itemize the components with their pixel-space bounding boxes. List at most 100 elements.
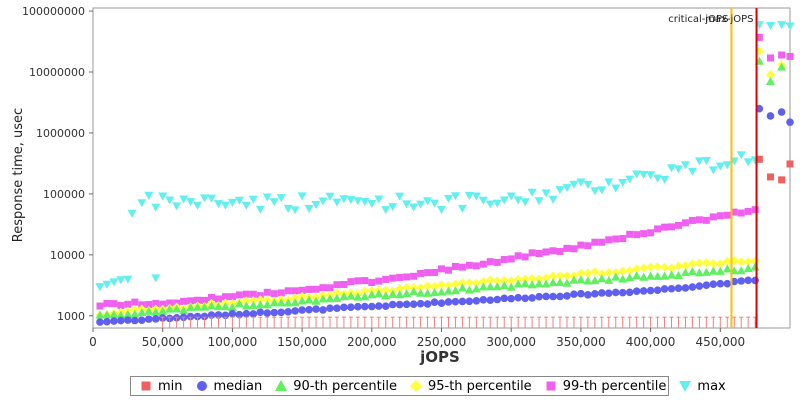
90-th-percentile-point <box>276 298 286 307</box>
median-point <box>144 315 153 323</box>
median-point <box>416 299 425 308</box>
max-point <box>646 171 656 180</box>
max-point <box>269 198 279 207</box>
99-th-percentile-point <box>737 209 745 217</box>
x-tick-label: 400,000 <box>626 335 676 349</box>
95-th-percentile-point <box>646 262 656 272</box>
95-th-percentile-point <box>632 264 642 274</box>
95-th-percentile-point <box>485 275 495 285</box>
max-point <box>109 278 119 287</box>
95-th-percentile-point <box>736 257 746 267</box>
99-th-percentile-point <box>180 297 188 305</box>
90-th-percentile-point <box>123 309 133 318</box>
90-th-percentile-point <box>227 302 237 311</box>
max-point <box>304 205 314 214</box>
99-th-percentile-point <box>458 263 466 271</box>
max-point <box>95 283 105 292</box>
median-point <box>117 316 125 325</box>
99-th-percentile-point <box>744 207 752 215</box>
90-th-percentile-point <box>457 283 467 292</box>
90-th-percentile-point <box>430 288 440 297</box>
median-point <box>535 292 543 301</box>
95-th-percentile-point <box>332 288 342 298</box>
99-th-percentile-point <box>368 279 376 287</box>
90-th-percentile-point <box>499 281 509 290</box>
max-point <box>701 156 711 165</box>
median-point <box>542 292 550 301</box>
90-th-percentile-point <box>262 300 272 309</box>
90-th-percentile-point <box>283 298 293 307</box>
median-point <box>521 294 529 303</box>
95-th-percentile-point <box>534 274 544 284</box>
95-th-percentile-point <box>660 262 670 272</box>
99-th-percentile-point <box>493 258 501 266</box>
95-th-percentile-point <box>471 278 481 288</box>
99-th-percentile-point <box>444 266 452 274</box>
max-point <box>241 201 251 210</box>
max-point <box>639 170 649 179</box>
median-point <box>709 280 718 288</box>
legend-label: 90-th percentile <box>293 378 397 394</box>
x-axis-label: jOPS <box>419 348 460 366</box>
90-th-percentile-point <box>673 270 683 279</box>
95-th-percentile-point <box>597 269 607 279</box>
95-th-percentile-point <box>562 271 572 281</box>
y-tick-label: 100000000 <box>22 5 85 18</box>
legend-label: 95-th percentile <box>427 378 532 394</box>
90-th-percentile-point <box>395 290 405 299</box>
legend-label: median <box>213 378 263 394</box>
95-th-percentile-point <box>569 271 579 281</box>
99-th-percentile-point <box>563 244 571 252</box>
median-point <box>639 287 648 295</box>
max-point <box>513 196 523 205</box>
max-point <box>777 21 787 30</box>
max-point <box>715 162 725 171</box>
90-th-percentile-point <box>708 266 718 275</box>
99-th-percentile-point <box>103 299 111 307</box>
median-point <box>688 283 697 291</box>
99-th-percentile-point <box>647 229 655 237</box>
legend-symbol <box>546 381 556 391</box>
90-th-percentile-point <box>562 278 572 287</box>
legend-item: median <box>196 378 263 394</box>
99-th-percentile-point <box>619 235 627 243</box>
99-th-percentile-point <box>626 230 634 238</box>
x-tick-label: 300,000 <box>486 335 536 349</box>
99-th-percentile-point <box>500 256 508 264</box>
x-tick-label: 150,000 <box>277 335 327 349</box>
99-th-percentile-point <box>333 281 341 289</box>
90-th-percentile-point <box>527 280 537 289</box>
max-point <box>381 206 391 215</box>
90-th-percentile-point <box>130 309 140 318</box>
99-th-percentile-point <box>521 253 529 261</box>
median-point <box>444 298 453 306</box>
99-th-percentile-point <box>354 277 362 285</box>
median-point <box>584 291 592 299</box>
99-th-percentile-point <box>319 284 327 292</box>
90-th-percentile-point <box>450 286 460 295</box>
90-th-percentile-point <box>102 310 112 319</box>
99-th-percentile-point <box>431 268 439 276</box>
95-th-percentile-point <box>402 282 412 292</box>
max-point <box>687 167 697 176</box>
median-point <box>298 306 306 314</box>
median-point <box>500 294 509 303</box>
95-th-percentile-point <box>653 262 663 272</box>
max-point <box>276 194 286 203</box>
median-point <box>618 288 627 297</box>
max-point <box>443 194 453 203</box>
median-point <box>737 277 746 285</box>
90-th-percentile-point <box>534 279 544 288</box>
median-point <box>653 286 662 294</box>
max-point <box>541 189 551 198</box>
99-th-percentile-point <box>723 211 731 219</box>
90-th-percentile-point <box>304 295 314 304</box>
legend-item: min <box>140 379 183 394</box>
99-th-percentile-point <box>507 255 515 263</box>
95-th-percentile-point <box>694 258 704 268</box>
99-th-percentile-point <box>766 54 774 62</box>
median-point <box>486 296 495 305</box>
median-point <box>124 316 132 324</box>
90-th-percentile-point <box>680 268 690 277</box>
90-th-percentile-point <box>179 306 189 315</box>
